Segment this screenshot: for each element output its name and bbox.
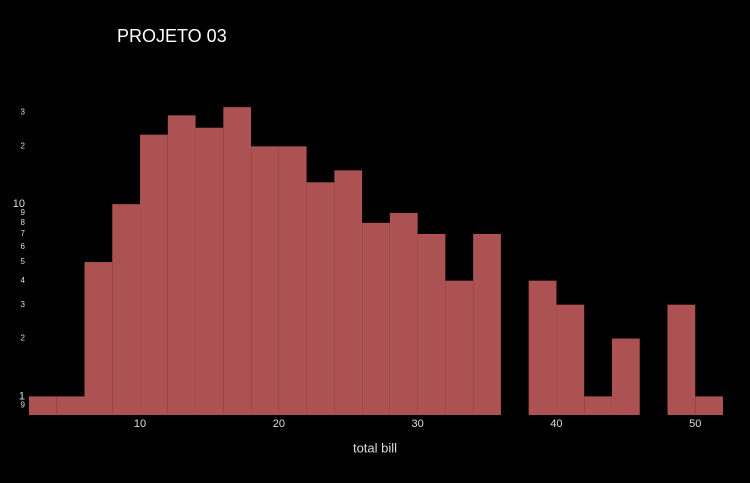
bar — [362, 222, 390, 415]
bar — [167, 115, 196, 415]
y-tick-label: 2 — [21, 141, 26, 150]
y-tick-label: 4 — [21, 276, 26, 285]
bar — [473, 233, 501, 415]
y-tick-label: 2 — [21, 334, 26, 343]
bar — [306, 182, 335, 415]
bar — [56, 396, 85, 415]
x-axis-title: total bill — [353, 440, 397, 455]
bar — [389, 212, 418, 415]
y-tick-label: 8 — [21, 218, 26, 227]
y-tick-label: 9 — [21, 400, 26, 409]
y-tick-label: 9 — [21, 208, 26, 217]
bar — [278, 146, 307, 415]
y-tick-label: 10 — [13, 198, 25, 210]
bar — [667, 304, 696, 415]
y-tick-label: 1 — [19, 390, 25, 402]
bar — [195, 127, 224, 416]
bar — [84, 262, 113, 415]
x-tick-label: 20 — [273, 418, 285, 430]
y-tick-label: 5 — [21, 257, 26, 266]
bar — [528, 280, 557, 415]
bar — [611, 338, 640, 415]
chart-title: PROJETO 03 — [117, 26, 227, 46]
y-tick-label: 3 — [21, 300, 26, 309]
bar — [334, 170, 363, 415]
bar — [251, 146, 279, 415]
bar — [417, 233, 446, 415]
y-tick-label: 7 — [21, 229, 26, 238]
bar — [29, 396, 57, 415]
y-tick-label: 6 — [21, 242, 26, 251]
bar — [445, 280, 474, 415]
y-tick-label: 3 — [21, 108, 26, 117]
bar — [695, 396, 723, 415]
x-tick-label: 40 — [550, 418, 562, 430]
bar — [112, 204, 141, 415]
x-tick-label: 50 — [689, 418, 701, 430]
bar — [584, 396, 612, 415]
bar — [140, 134, 168, 416]
x-tick-label: 30 — [412, 418, 424, 430]
x-tick-label: 10 — [134, 418, 146, 430]
bar — [556, 304, 585, 415]
bar — [223, 107, 252, 415]
